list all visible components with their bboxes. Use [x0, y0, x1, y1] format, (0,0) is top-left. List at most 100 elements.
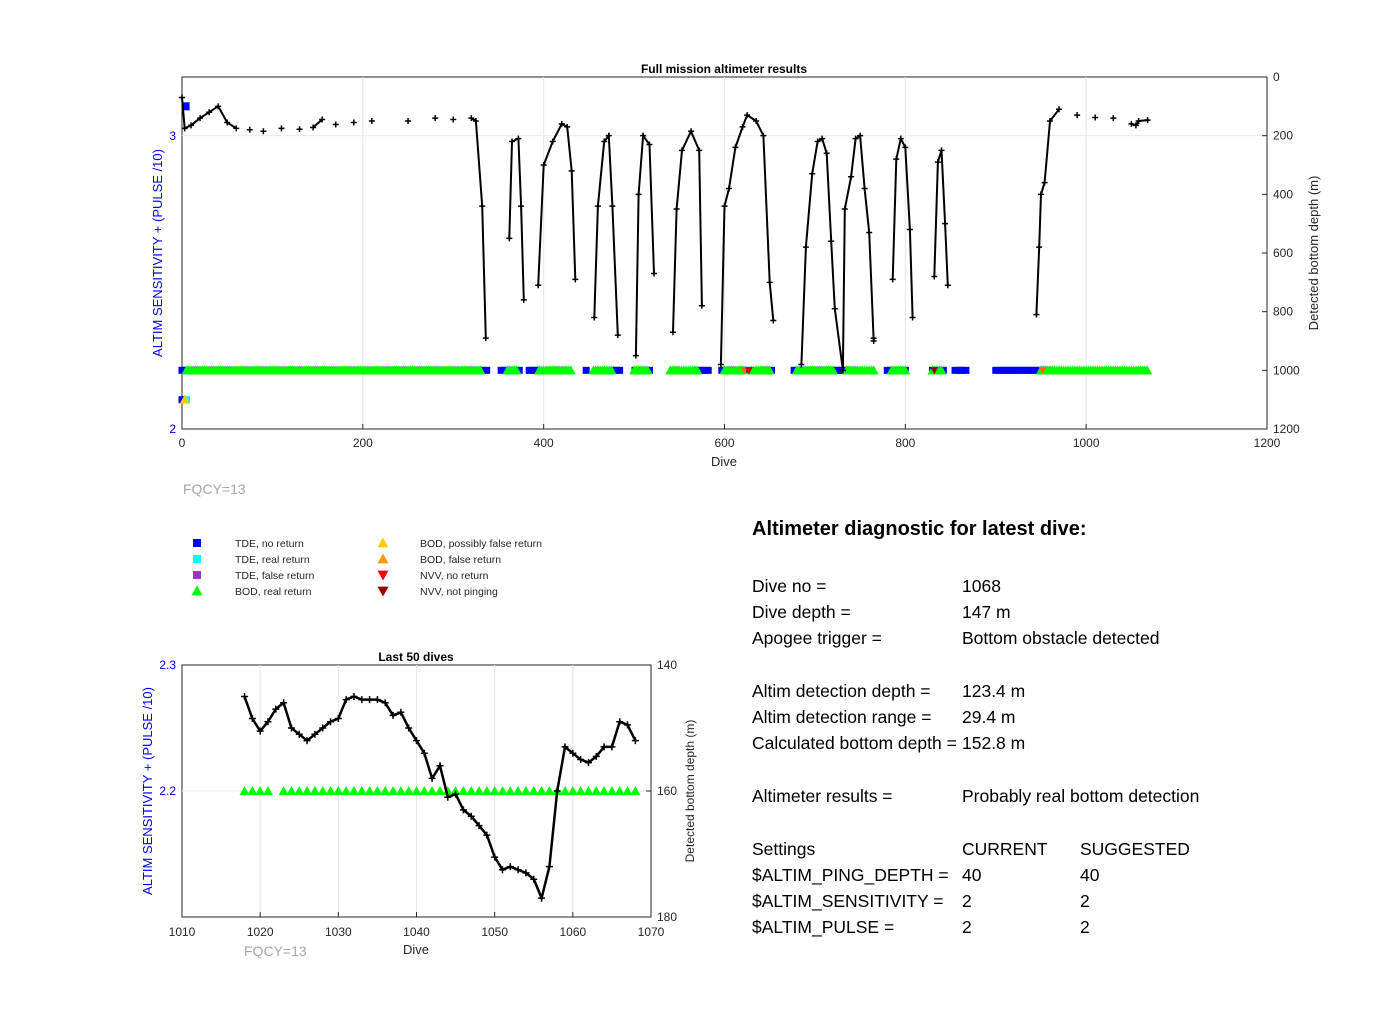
legend-label: NVV, not pinging: [420, 586, 498, 598]
depth-point: [319, 724, 327, 732]
depth-point: [553, 787, 561, 795]
depth-point: [893, 156, 900, 163]
depth-point: [646, 141, 653, 148]
diag-value: 123.4 m: [962, 681, 1026, 701]
depth-point: [696, 147, 703, 154]
depth-point: [472, 118, 479, 124]
depth-point: [520, 296, 527, 303]
depth-point: [744, 112, 751, 119]
x-tick-label: 1060: [559, 925, 586, 939]
depth-point: [870, 335, 877, 342]
x-tick-label: 0: [179, 436, 186, 450]
legend-label: BOD, false return: [420, 554, 501, 566]
depth-point: [215, 103, 222, 110]
legend-marker: [377, 537, 389, 548]
bod-real-return-marker: [560, 786, 571, 795]
depth-point: [841, 206, 848, 212]
bottom-bod-markers: [239, 786, 641, 795]
bod-real-return-marker: [642, 365, 653, 375]
depth-point: [467, 812, 475, 820]
tde-no-return-marker: [1013, 366, 1021, 374]
tde-no-return-marker: [497, 366, 505, 374]
x-tick-label: 1040: [403, 925, 430, 939]
depth-point: [861, 185, 868, 192]
bod-real-return-marker: [481, 786, 492, 795]
tde-no-return-marker: [178, 366, 186, 374]
tde-no-return-marker: [1010, 366, 1018, 374]
depth-point: [1037, 191, 1044, 198]
depth-point: [181, 125, 188, 132]
bod-real-return-marker: [622, 786, 633, 795]
tde-no-return-marker: [1021, 366, 1029, 374]
bod-real-return-marker: [630, 786, 641, 795]
depth-point: [561, 743, 569, 751]
depth-point: [482, 335, 489, 342]
x-tick-label: 1020: [247, 925, 274, 939]
settings-header: Settings: [752, 839, 816, 859]
depth-point: [931, 273, 938, 280]
depth-point: [608, 743, 616, 751]
depth-point: [688, 128, 695, 135]
bod-real-return-marker: [583, 786, 594, 795]
depth-point: [760, 132, 767, 139]
depth-point: [568, 167, 575, 174]
setting-current: 2: [962, 917, 972, 937]
diag-label: Altimeter results =: [752, 786, 893, 806]
right-tick-label: 400: [1273, 187, 1293, 201]
settings-header: CURRENT: [962, 839, 1048, 859]
bod-real-return-marker: [565, 365, 576, 375]
legend-marker: [377, 553, 389, 564]
depth-point: [814, 138, 821, 145]
tde-no-return-marker: [704, 366, 712, 374]
depth-point: [389, 711, 397, 719]
nvv-no-return-marker: [1038, 367, 1047, 375]
depth-point: [650, 270, 657, 277]
depth-point: [848, 173, 855, 180]
depth-point: [753, 118, 760, 124]
bottom-right-ticks: 140 160 180: [646, 658, 677, 924]
bod-real-return-marker: [419, 786, 430, 795]
depth-point: [770, 317, 777, 324]
right-tick-label: 800: [1273, 305, 1293, 319]
bod-real-return-marker: [764, 365, 775, 375]
x-tick-label: 400: [534, 436, 554, 450]
depth-point: [616, 718, 624, 726]
depth-point: [558, 120, 565, 127]
right-tick-label: 200: [1273, 129, 1293, 143]
tde-no-return-marker: [1006, 366, 1014, 374]
bod-real-return-marker: [575, 786, 586, 795]
bod-real-return-marker: [325, 786, 336, 795]
depth-point: [640, 132, 647, 139]
bod-real-return-marker: [278, 786, 289, 795]
depth-point: [420, 749, 428, 757]
x-tick-label: 1030: [325, 925, 352, 939]
tde-no-return-marker: [958, 366, 966, 374]
depth-point: [272, 705, 280, 713]
bod-real-return-marker: [475, 365, 486, 375]
depth-point: [295, 730, 303, 738]
bod-real-return-marker: [427, 786, 438, 795]
depth-point: [1036, 244, 1043, 251]
depth-point: [179, 94, 185, 101]
bottom-x-label: Dive: [403, 942, 429, 957]
depth-point: [197, 115, 204, 122]
depth-point: [413, 737, 420, 745]
bod-real-return-marker: [505, 786, 516, 795]
nvv-no-return-marker: [930, 367, 939, 375]
depth-point: [518, 203, 525, 210]
right-tick-label: 0: [1273, 70, 1280, 84]
depth-point: [444, 793, 452, 801]
bod-real-return-marker: [317, 786, 328, 795]
right-tick-label: 180: [657, 910, 677, 924]
bod-real-return-marker: [868, 365, 879, 375]
bod-real-return-marker: [364, 786, 375, 795]
depth-point: [717, 361, 724, 368]
diag-value: 147 m: [962, 602, 1011, 622]
depth-line: [593, 133, 619, 336]
depth-point: [902, 144, 909, 151]
depth-point: [332, 121, 339, 128]
settings-header: SUGGESTED: [1080, 839, 1190, 859]
legend-label: TDE, real return: [235, 554, 310, 566]
depth-point: [278, 125, 285, 132]
depth-point: [1074, 112, 1081, 119]
